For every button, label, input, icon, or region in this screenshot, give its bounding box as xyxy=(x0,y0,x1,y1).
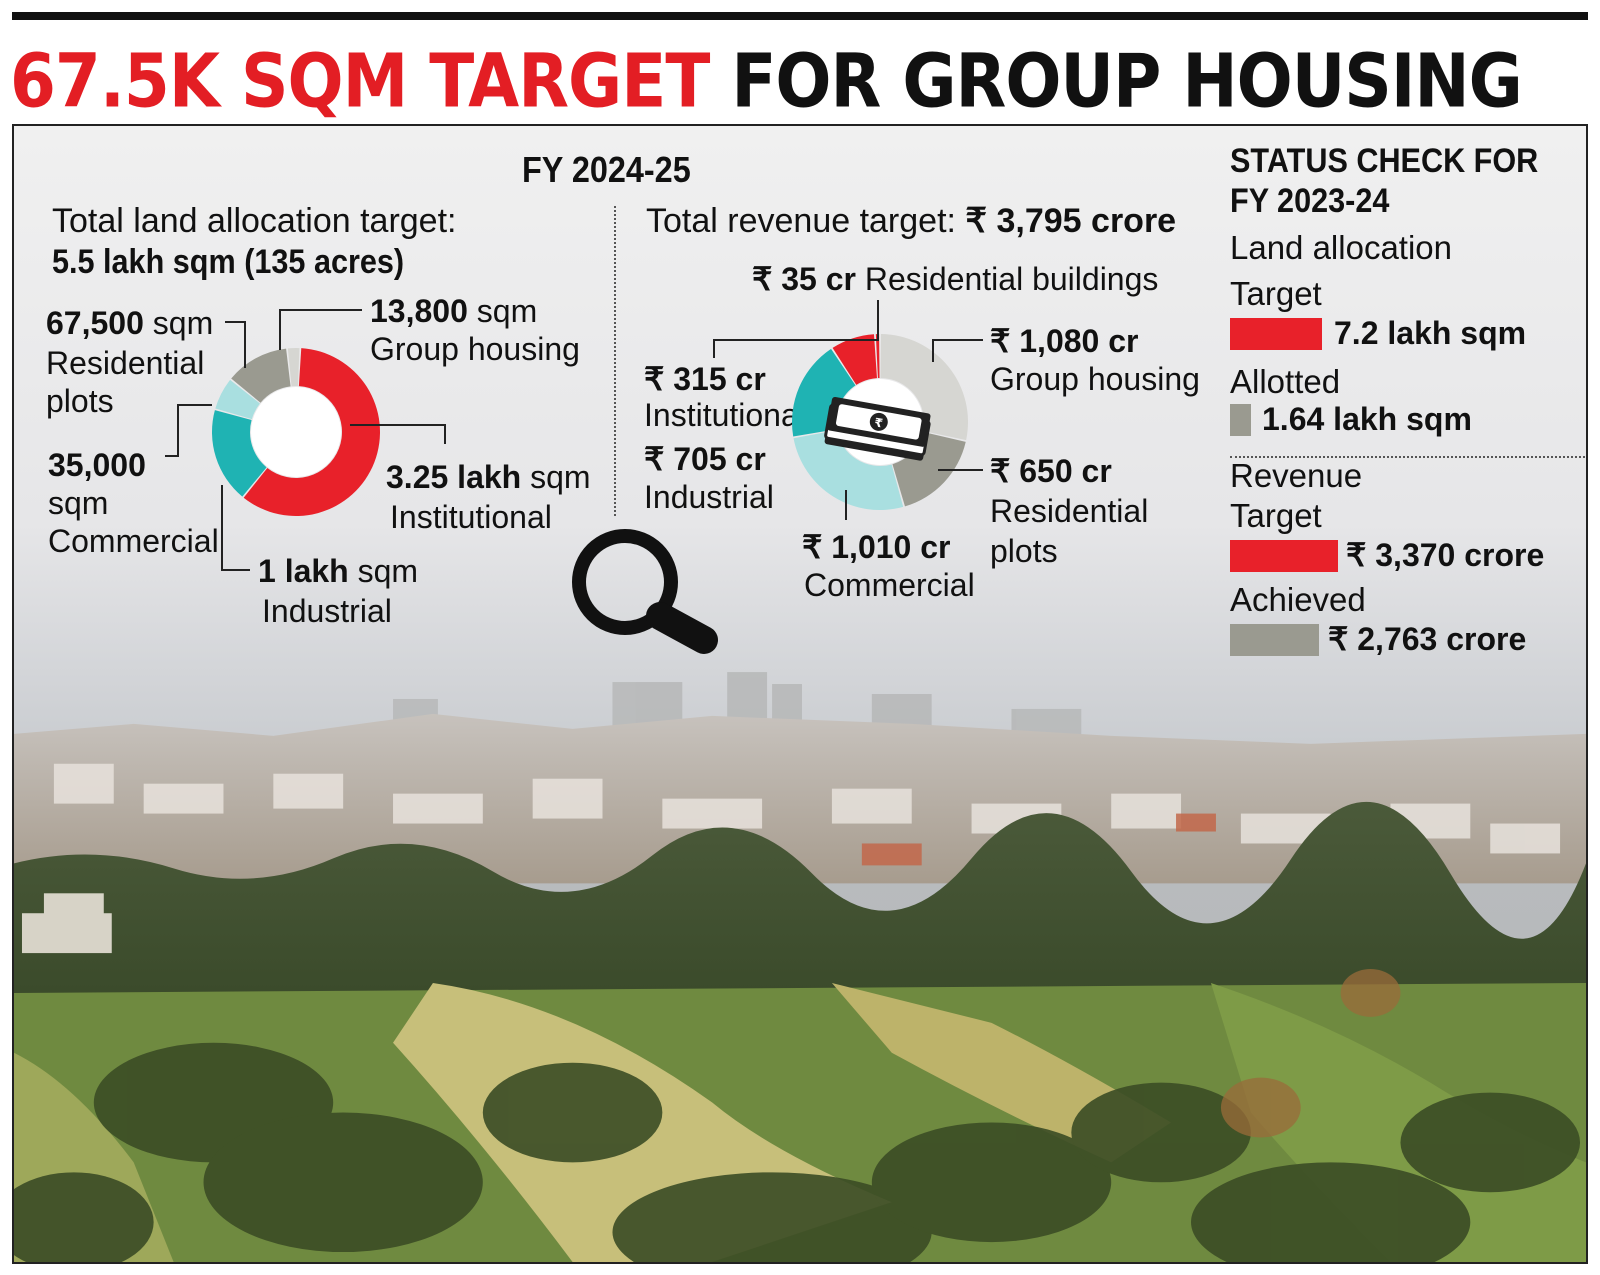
status-land-allotted-label: Allotted xyxy=(1230,363,1341,400)
land-commercial-value: 35,000 xyxy=(48,447,146,483)
status-revenue-target-label: Target xyxy=(1230,497,1322,534)
land-residential-l2: plots xyxy=(46,383,114,419)
rev-institutional-l1: Institutional xyxy=(644,397,806,433)
land-residential-value: 67,500 xyxy=(46,305,144,341)
land-group-unit: sqm xyxy=(467,293,538,329)
status-divider xyxy=(1230,456,1585,458)
land-residential-unit: sqm xyxy=(143,305,214,341)
land-group-l1: Group housing xyxy=(370,331,580,367)
status-revenue-target-value: ₹ 3,370 crore xyxy=(1346,537,1545,573)
land-institutional-value: 3.25 lakh xyxy=(386,459,522,495)
section-divider xyxy=(614,206,616,516)
rev-group-l1: Group housing xyxy=(990,361,1200,397)
land-title-line2: 5.5 lakh sqm (135 acres) xyxy=(52,243,405,281)
land-commercial-l1: sqm xyxy=(48,485,109,521)
rev-resplots-l2: plots xyxy=(990,533,1058,569)
status-revenue-achieved-value: ₹ 2,763 crore xyxy=(1328,621,1527,657)
rev-group-value: ₹ 1,080 cr xyxy=(990,323,1139,359)
rev-resbuild-l1: Residential buildings xyxy=(855,261,1159,297)
land-industrial-l1: Industrial xyxy=(262,593,392,629)
rev-resbuild-value: ₹ 35 cr xyxy=(752,261,856,297)
land-institutional-l1: Institutional xyxy=(390,499,552,535)
rev-institutional-value: ₹ 315 cr xyxy=(644,361,766,397)
land-target-bar xyxy=(1230,318,1322,350)
rev-commercial-value: ₹ 1,010 cr xyxy=(802,529,951,565)
status-title-line1: STATUS CHECK FOR xyxy=(1230,142,1539,180)
land-industrial-unit: sqm xyxy=(348,553,419,589)
revenue-title-value: ₹ 3,795 crore xyxy=(965,202,1177,240)
revenue-target-bar xyxy=(1230,540,1338,572)
land-allotted-bar xyxy=(1230,404,1251,436)
status-land-heading: Land allocation xyxy=(1230,229,1453,266)
revenue-achieved-bar xyxy=(1230,624,1319,656)
land-title-line1: Total land allocation target: xyxy=(52,202,457,240)
headline-black: FOR GROUP HOUSING xyxy=(731,38,1522,125)
land-institutional-label: 3.25 lakh sqm xyxy=(386,459,591,496)
rev-resbuild-label: ₹ 35 cr Residential buildings xyxy=(752,261,1159,298)
top-rule xyxy=(12,12,1588,20)
rev-resplots-value: ₹ 650 cr xyxy=(990,453,1112,489)
status-land-allotted-value: 1.64 lakh sqm xyxy=(1262,401,1472,437)
rev-commercial-l1: Commercial xyxy=(804,567,975,603)
rev-resplots-l1: Residential xyxy=(990,493,1149,529)
rev-industrial-l1: Industrial xyxy=(644,479,774,515)
period-label: FY 2024-25 xyxy=(522,149,691,190)
land-residential-label: 67,500 sqm xyxy=(46,305,214,342)
status-land-target-value: 7.2 lakh sqm xyxy=(1334,315,1527,351)
land-industrial-label: 1 lakh sqm xyxy=(258,553,419,590)
status-revenue-heading: Revenue xyxy=(1230,457,1363,494)
land-commercial-l2: Commercial xyxy=(48,523,219,559)
revenue-title: Total revenue target: ₹ 3,795 crore xyxy=(646,202,1176,240)
land-group-label: 13,800 sqm xyxy=(370,293,538,330)
land-institutional-unit: sqm xyxy=(521,459,591,495)
status-revenue-achieved-label: Achieved xyxy=(1230,581,1366,618)
rev-industrial-value: ₹ 705 cr xyxy=(644,441,766,477)
status-land-target-label: Target xyxy=(1230,275,1322,312)
land-industrial-value: 1 lakh xyxy=(258,553,349,589)
status-title-line2: FY 2023-24 xyxy=(1230,182,1390,220)
land-group-value: 13,800 xyxy=(370,293,468,329)
headline: 67.5K SQM TARGET FOR GROUP HOUSING xyxy=(10,36,1523,128)
land-residential-l1: Residential xyxy=(46,345,205,381)
headline-red: 67.5K SQM TARGET xyxy=(10,38,710,125)
revenue-title-prefix: Total revenue target: xyxy=(646,202,966,240)
